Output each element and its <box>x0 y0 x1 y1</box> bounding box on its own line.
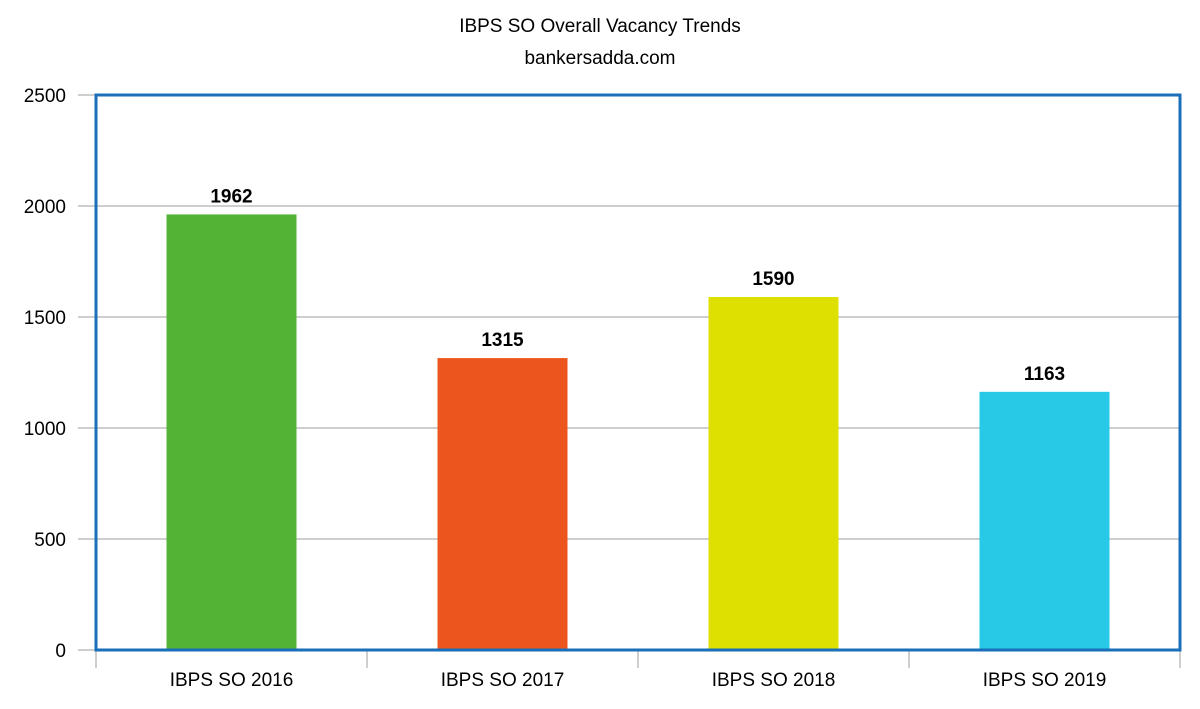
y-tick-label: 1500 <box>24 308 66 329</box>
bar <box>708 297 839 650</box>
x-tick-label: IBPS SO 2018 <box>712 670 836 691</box>
bars <box>166 214 1110 650</box>
bar <box>166 214 297 650</box>
y-tick-label: 500 <box>34 530 66 551</box>
x-axis: IBPS SO 2016 IBPS SO 2017 IBPS SO 2018 IBPS… <box>95 650 1181 691</box>
y-tick-label: 1000 <box>24 419 66 440</box>
x-tick-label: IBPS SO 2019 <box>983 670 1107 691</box>
bar-value-label: 1962 <box>210 186 252 207</box>
y-tick-label: 2500 <box>24 86 66 107</box>
x-tick-label: IBPS SO 2016 <box>170 670 294 691</box>
bar-value-label: 1315 <box>481 330 524 351</box>
y-axis: 0 500 1000 1500 2000 2500 <box>24 86 96 662</box>
x-tick-label: IBPS SO 2017 <box>441 670 565 691</box>
bar <box>979 391 1110 650</box>
bar-value-label: 1163 <box>1024 364 1065 385</box>
bar <box>437 358 568 650</box>
data-labels: 1962 1315 1590 1163 <box>210 186 1065 384</box>
y-tick-label: 2000 <box>24 197 66 218</box>
chart-subtitle: bankersadda.com <box>524 48 676 69</box>
y-tick-label: 0 <box>55 641 66 662</box>
chart-title: IBPS SO Overall Vacancy Trends <box>459 16 741 37</box>
plot-frame <box>94 93 1182 652</box>
bar-value-label: 1590 <box>752 269 794 290</box>
